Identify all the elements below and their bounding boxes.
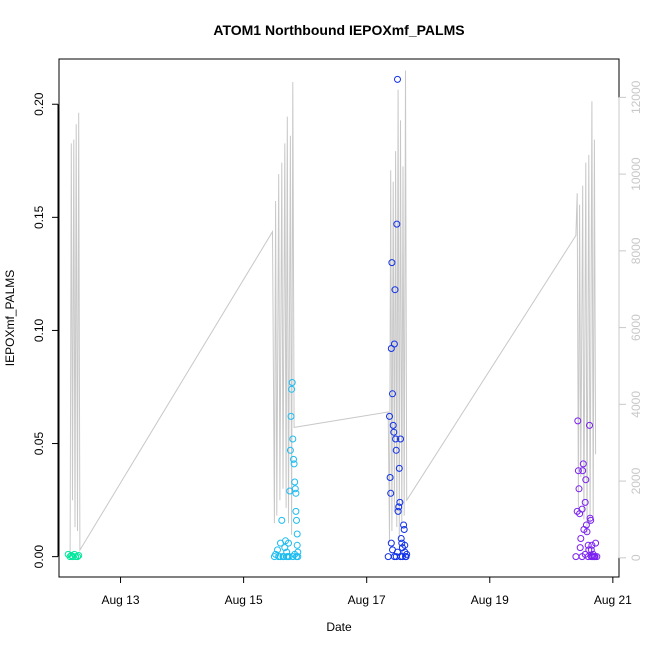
data-point [583, 528, 591, 536]
data-point [292, 507, 300, 515]
x-tick-label: Aug 19 [471, 593, 509, 607]
data-point [387, 489, 395, 497]
data-point [291, 485, 299, 493]
y2-tick-label: 6000 [629, 314, 643, 341]
y-tick-label: 0.10 [32, 318, 46, 342]
data-point [592, 539, 600, 547]
y2-tick-label: 4000 [629, 391, 643, 418]
data-point [403, 550, 411, 558]
data-point [396, 498, 404, 506]
data-point [400, 521, 408, 529]
data-point [389, 390, 396, 398]
x-tick-label: Aug 17 [348, 593, 386, 607]
y2-tick-label: 10000 [629, 157, 643, 191]
data-point [287, 412, 295, 420]
data-point [581, 498, 589, 506]
data-point [579, 460, 587, 468]
data-point [293, 541, 301, 549]
data-point [574, 417, 582, 425]
y-tick-label: 0.20 [32, 92, 46, 116]
data-point [386, 412, 393, 420]
data-point [586, 421, 593, 429]
data-point [395, 503, 403, 511]
data-point [389, 421, 397, 429]
data-point [72, 553, 80, 561]
data-point [577, 535, 585, 542]
data-point [587, 516, 595, 524]
data-point [281, 544, 289, 552]
data-point [395, 464, 403, 472]
y-tick-label: 0.15 [32, 205, 46, 229]
data-point [574, 467, 582, 475]
data-point [576, 544, 584, 552]
data-point [384, 553, 392, 561]
altitude-line [69, 70, 597, 558]
x-tick-label: Aug 21 [594, 593, 632, 607]
data-point [290, 460, 298, 468]
data-point [400, 526, 408, 533]
data-point [397, 553, 404, 561]
data-point [587, 553, 595, 561]
data-point [291, 478, 299, 486]
x-tick-label: Aug 13 [102, 593, 140, 607]
data-point [401, 541, 409, 549]
chart-title: ATOM1 Northbound IEPOXmf_PALMS [213, 22, 464, 38]
data-point [575, 485, 583, 493]
y-tick-label: 0.05 [32, 432, 46, 456]
x-axis: Aug 13 Aug 15 Aug 17 Aug 19 Aug 21 [102, 577, 632, 607]
y2-tick-label: 2000 [629, 467, 643, 494]
data-point [582, 476, 590, 484]
data-point [292, 489, 300, 497]
data-point [587, 546, 595, 554]
data-point [289, 435, 297, 443]
data-point [293, 516, 300, 524]
data-point [293, 530, 301, 538]
plot-frame [58, 58, 620, 578]
y-axis-left: 0.00 0.05 0.10 0.15 0.20 [32, 92, 59, 569]
x-tick-label: Aug 15 [225, 593, 263, 607]
data-point [579, 467, 587, 475]
y-axis-label: IEPOXmf_PALMS [3, 270, 17, 366]
x-axis-label: Date [326, 620, 352, 634]
data-point [397, 535, 405, 542]
data-points-layer [64, 75, 601, 561]
data-point [387, 539, 395, 547]
data-point [572, 553, 580, 561]
data-point [74, 553, 81, 561]
data-point [394, 507, 402, 515]
data-point [274, 546, 281, 554]
data-point [386, 474, 394, 481]
data-point [392, 435, 400, 443]
data-point [289, 553, 297, 561]
data-point [291, 550, 299, 558]
data-point [288, 385, 296, 393]
data-point [288, 379, 296, 386]
data-point [293, 553, 300, 561]
data-point [397, 435, 404, 443]
y2-tick-label: 12000 [629, 80, 643, 114]
data-point [391, 286, 399, 294]
data-point [393, 220, 401, 228]
altitude-line-layer [69, 70, 597, 558]
data-point [591, 553, 599, 561]
data-point [388, 259, 396, 267]
y-axis-right: 0 2000 4000 6000 8000 10000 12000 [618, 80, 643, 561]
data-point [390, 428, 398, 436]
data-point [390, 340, 398, 348]
data-point [75, 552, 83, 559]
y-tick-label: 0.00 [32, 545, 46, 569]
data-point [398, 553, 406, 561]
data-point [582, 521, 590, 529]
data-point [278, 516, 286, 524]
data-point [392, 446, 400, 454]
data-point [290, 455, 297, 463]
y2-tick-label: 8000 [629, 237, 643, 264]
data-point [578, 505, 586, 513]
data-point [285, 539, 292, 547]
data-point [394, 75, 401, 83]
y2-tick-label: 0 [629, 554, 643, 561]
data-point [588, 541, 596, 549]
data-point [286, 446, 294, 454]
